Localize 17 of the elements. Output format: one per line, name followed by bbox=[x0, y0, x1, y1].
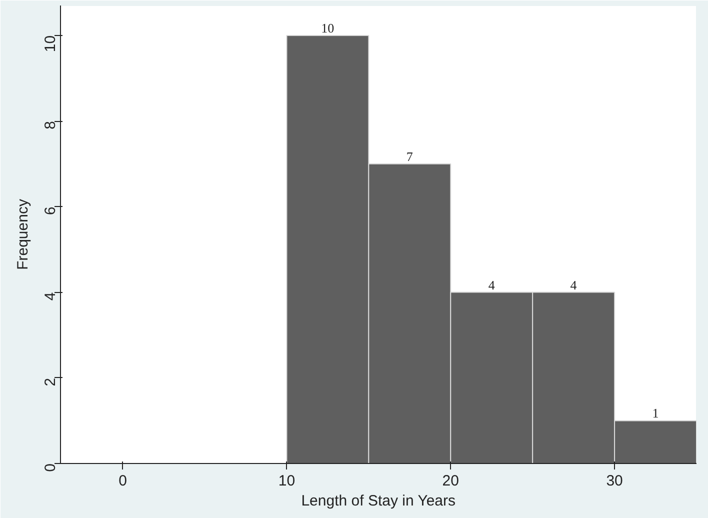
data-label: 4 bbox=[488, 277, 496, 292]
data-label: 7 bbox=[406, 148, 414, 164]
data-label: 1 bbox=[652, 406, 659, 421]
x-tick-label: 0 bbox=[118, 472, 127, 490]
y-tick-label: 4 bbox=[42, 292, 59, 301]
data-label: 10 bbox=[321, 20, 334, 36]
x-tick-label: 30 bbox=[606, 472, 623, 490]
y-axis-title: Frequency bbox=[14, 198, 32, 270]
data-label: 4 bbox=[570, 277, 578, 292]
y-tick-label: 6 bbox=[42, 206, 59, 216]
x-axis-title: Length of Stay in Years bbox=[301, 492, 456, 510]
y-tick-label: 0 bbox=[42, 464, 59, 472]
x-tick-label: 10 bbox=[278, 472, 296, 490]
y-tick-label: 2 bbox=[42, 378, 59, 386]
y-tick-label: 10 bbox=[42, 35, 59, 52]
y-tick-label: 8 bbox=[42, 121, 59, 130]
x-tick-label: 20 bbox=[442, 472, 459, 490]
